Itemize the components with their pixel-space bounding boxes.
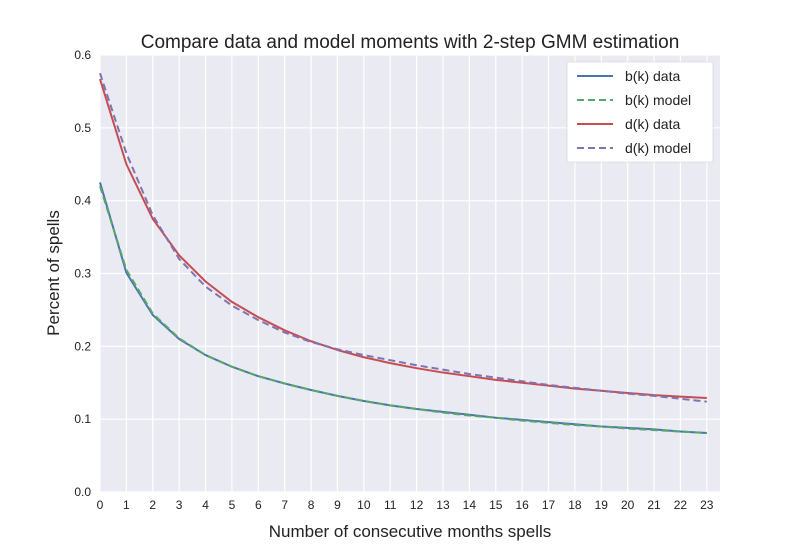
x-tick-label: 14 xyxy=(463,498,477,512)
x-tick-label: 1 xyxy=(123,498,130,512)
x-tick-label: 23 xyxy=(700,498,714,512)
x-tick-label: 6 xyxy=(255,498,262,512)
y-tick-label: 0.3 xyxy=(74,267,91,281)
x-axis-label: Number of consecutive months spells xyxy=(269,522,552,541)
legend-box xyxy=(566,61,714,163)
y-axis-label: Percent of spells xyxy=(44,210,63,336)
x-tick-label: 16 xyxy=(515,498,529,512)
x-tick-label: 13 xyxy=(436,498,450,512)
series-line-b-k-model xyxy=(99,185,707,434)
y-tick-label: 0.1 xyxy=(74,412,91,426)
x-tick-label: 18 xyxy=(568,498,582,512)
y-tick-label: 0.5 xyxy=(74,121,91,135)
y-ticks: 0.0 0.1 0.2 0.3 0.4 0.5 0.6 xyxy=(74,48,91,499)
legend-label: d(k) model xyxy=(625,140,691,156)
legend-label: b(k) model xyxy=(625,92,691,108)
x-tick-label: 22 xyxy=(674,498,688,512)
x-tick-label: 12 xyxy=(410,498,424,512)
series-layer xyxy=(99,72,707,434)
x-tick-label: 0 xyxy=(97,498,104,512)
x-tick-label: 9 xyxy=(334,498,341,512)
legend: b(k) data b(k) model d(k) data d(k) model xyxy=(566,61,714,163)
x-tick-label: 21 xyxy=(647,498,661,512)
legend-label: b(k) data xyxy=(625,68,680,84)
x-ticks: 0 1 2 3 4 5 6 7 8 9 10 11 12 13 14 15 16 17 18 19 20 21 22 23 xyxy=(97,498,714,512)
x-tick-label: 3 xyxy=(176,498,183,512)
x-tick-label: 11 xyxy=(384,498,397,512)
x-tick-label: 7 xyxy=(281,498,288,512)
x-tick-label: 4 xyxy=(202,498,209,512)
x-tick-label: 20 xyxy=(621,498,635,512)
y-tick-label: 0.4 xyxy=(74,194,91,208)
y-tick-label: 0.6 xyxy=(74,48,91,62)
x-tick-label: 8 xyxy=(308,498,315,512)
chart-title: Compare data and model moments with 2-st… xyxy=(141,32,680,53)
series-line-d-k-data xyxy=(99,78,707,400)
x-tick-label: 5 xyxy=(229,498,236,512)
x-tick-label: 10 xyxy=(357,498,371,512)
x-tick-label: 2 xyxy=(149,498,156,512)
legend-label: d(k) data xyxy=(625,116,680,132)
y-tick-label: 0.2 xyxy=(74,339,91,353)
x-tick-label: 19 xyxy=(595,498,609,512)
series-line-d-k-model xyxy=(99,72,707,403)
y-tick-label: 0.0 xyxy=(74,485,91,499)
x-tick-label: 17 xyxy=(542,498,556,512)
x-tick-label: 15 xyxy=(489,498,503,512)
